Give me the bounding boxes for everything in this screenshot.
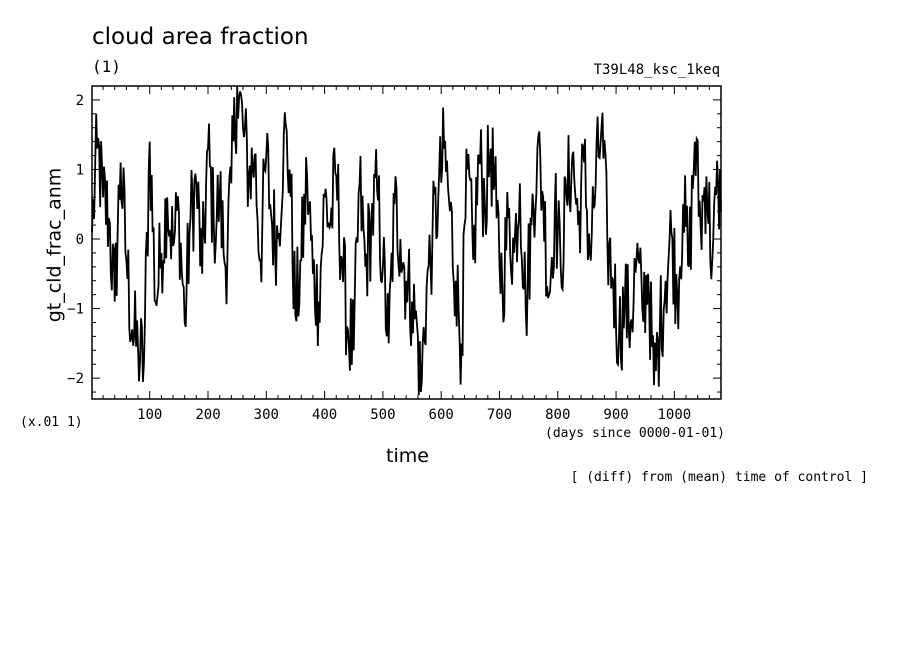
x-tick-label: 1000 <box>658 407 692 423</box>
y-tick-label: 1 <box>76 162 84 178</box>
series-group <box>91 85 722 396</box>
x-tick-label: 800 <box>545 407 570 423</box>
x-axis-label: time <box>386 445 429 467</box>
units-label: (1) <box>92 57 121 76</box>
x-tick-label: 200 <box>195 407 220 423</box>
x-tick-label: 300 <box>254 407 279 423</box>
y-tick-label: 0 <box>76 232 84 248</box>
ticks-group: 100 200 300 400 500 600 700 800 900 1000 −2 −1 0 1 2 <box>67 85 721 423</box>
footnote: [ (diff) from (mean) time of control ] <box>570 470 868 485</box>
x-tick-label: 100 <box>137 407 162 423</box>
y-tick-label: −2 <box>67 371 84 387</box>
x-tick-label: 600 <box>429 407 454 423</box>
x-tick-label: 900 <box>603 407 628 423</box>
y-tick-label: −1 <box>67 302 84 318</box>
x-units-label: (days since 0000-01-01) <box>545 426 726 441</box>
y-scale-note: (x.01 1) <box>20 415 83 430</box>
run-label: T39L48_ksc_1keq <box>593 62 720 78</box>
plot-frame <box>91 85 722 400</box>
x-tick-label: 700 <box>487 407 512 423</box>
y-tick-label: 2 <box>76 93 84 109</box>
series-line <box>91 85 722 396</box>
x-tick-label: 500 <box>370 407 395 423</box>
x-tick-label: 400 <box>312 407 337 423</box>
chart-title: cloud area fraction <box>92 24 309 50</box>
